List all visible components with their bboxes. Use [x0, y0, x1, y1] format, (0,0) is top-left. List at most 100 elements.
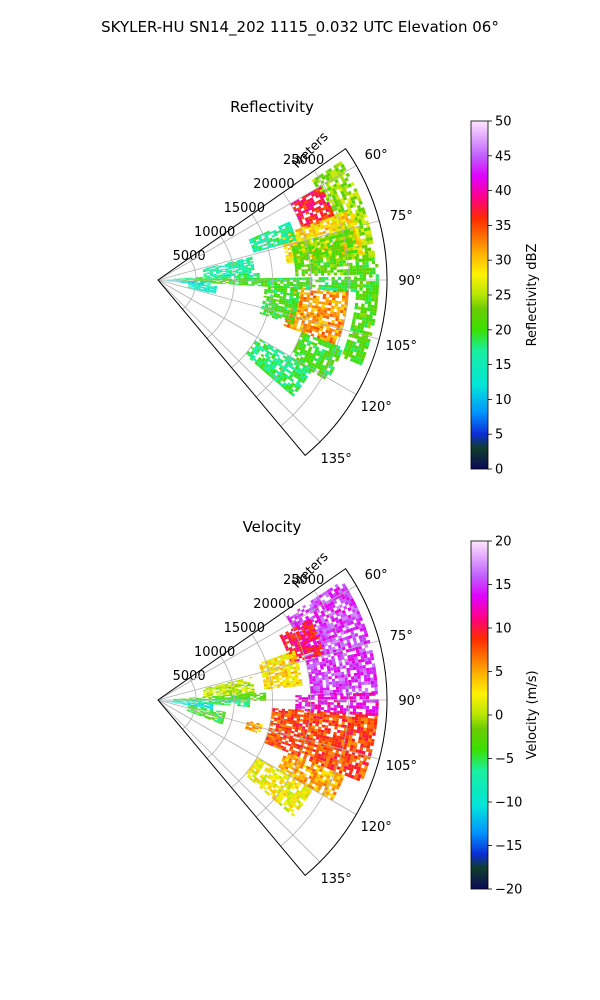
echo-cell [285, 652, 290, 656]
echo-cell [351, 644, 355, 648]
echo-cell [303, 717, 307, 720]
echo-cell [261, 281, 265, 284]
echo-cell [212, 270, 216, 272]
echo-cell [357, 763, 362, 768]
echo-cell [362, 313, 367, 318]
echo-cell [346, 628, 351, 633]
echo-cell [312, 328, 317, 332]
echo-cell [317, 669, 322, 673]
echo-cell [241, 269, 245, 272]
echo-cell [266, 683, 271, 686]
echo-cell [322, 719, 326, 723]
echo-cell [339, 621, 344, 626]
echo-cell [263, 775, 267, 780]
echo-cell [344, 232, 348, 237]
echo-cell [281, 235, 286, 239]
echo-cell [284, 740, 289, 744]
echo-cell [272, 314, 276, 317]
echo-cell [244, 727, 249, 730]
echo-cell [335, 181, 341, 187]
echo-cell [314, 619, 319, 624]
echo-cell [276, 655, 281, 659]
echo-cell [355, 646, 359, 651]
echo-cell [336, 355, 341, 360]
echo-cell [259, 664, 263, 667]
echo-cell [374, 298, 379, 302]
echo-cell [323, 730, 328, 734]
echo-cell [207, 286, 211, 288]
echo-cell [311, 777, 316, 781]
echo-cell [225, 687, 229, 689]
echo-cell [349, 240, 353, 245]
echo-cell [243, 273, 247, 276]
echo-cell [206, 692, 210, 694]
echo-cell [320, 342, 325, 347]
echo-cell [188, 281, 192, 282]
echo-cell [262, 664, 267, 668]
echo-cell [285, 756, 290, 761]
echo-cell [312, 780, 317, 785]
echo-cell [279, 724, 283, 727]
echo-cell [334, 583, 339, 589]
echo-cell [290, 628, 295, 632]
echo-cell [350, 347, 355, 352]
echo-cell [316, 255, 320, 259]
echo-cell [314, 183, 319, 188]
echo-cell [263, 666, 267, 669]
echo-cell [348, 719, 352, 723]
echo-cell [283, 718, 288, 722]
echo-cell [369, 287, 373, 292]
echo-cell [306, 232, 311, 237]
echo-cell [307, 340, 312, 344]
echo-cell [221, 702, 225, 705]
echo-cell [361, 681, 365, 686]
echo-cell [350, 741, 355, 746]
echo-cell [317, 652, 322, 656]
echo-cell [349, 620, 354, 625]
echo-cell [254, 282, 258, 285]
echo-cell [364, 661, 369, 665]
echo-cell [184, 704, 188, 706]
echo-cell [190, 709, 194, 711]
echo-cell [358, 624, 363, 629]
echo-cell [320, 732, 324, 736]
echo-cell [315, 758, 320, 762]
echo-cell [276, 359, 281, 363]
echo-cell [323, 343, 328, 348]
echo-cell [357, 678, 362, 683]
echo-cell [358, 221, 363, 226]
echo-cell [338, 618, 343, 623]
echo-cell [264, 773, 269, 778]
echo-cell [277, 716, 281, 719]
echo-cell [189, 278, 193, 279]
echo-cell [274, 243, 279, 247]
echo-cell [206, 693, 210, 695]
echo-cell [259, 763, 264, 768]
echo-cell [313, 715, 317, 719]
echo-cell [184, 281, 188, 283]
echo-cell [362, 277, 367, 282]
echo-cell [288, 676, 292, 679]
echo-cell [306, 765, 311, 770]
echo-cell [345, 256, 349, 261]
echo-cell [292, 784, 297, 788]
echo-cell [310, 688, 314, 692]
echo-cell [216, 270, 220, 273]
echo-cell [318, 759, 323, 764]
echo-cell [219, 692, 223, 694]
echo-cell [264, 348, 268, 353]
echo-cell [209, 710, 214, 712]
echo-cell [292, 297, 296, 301]
echo-cell [365, 220, 369, 225]
echo-cell [265, 352, 270, 356]
echo-cell [319, 353, 324, 358]
echo-cell [290, 388, 295, 393]
echo-cell [216, 721, 220, 724]
echo-cell [330, 655, 335, 660]
echo-cell [364, 681, 368, 685]
echo-cell [283, 806, 288, 811]
echo-cell [331, 618, 336, 623]
echo-cell [290, 761, 295, 765]
echo-cell [357, 720, 362, 724]
